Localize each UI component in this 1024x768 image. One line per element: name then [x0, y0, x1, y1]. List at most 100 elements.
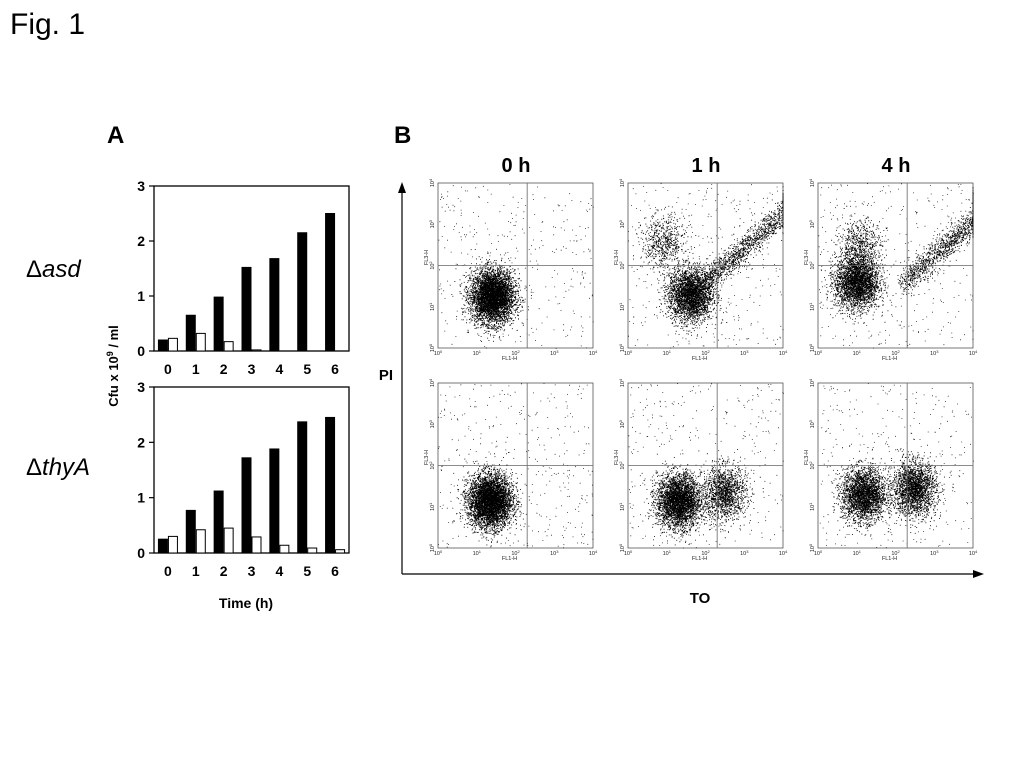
- y-tick-label: 0: [137, 343, 145, 359]
- bar-chart-thya: 0 1 2 3 0 1 2 3 4 5 6: [137, 379, 350, 579]
- x-tick-label: 0: [164, 361, 172, 377]
- bar-white: [195, 332, 206, 352]
- x-tick-label: 101: [663, 549, 672, 557]
- y-tick-label: 0: [137, 545, 145, 561]
- x-tick-label: 100: [814, 349, 823, 357]
- bar-black: [297, 232, 308, 352]
- x-tick-label: 100: [624, 549, 633, 557]
- dot-plot: 100 101 102 103 104 FL1-H 100 101 102 103 104 FL3-H: [614, 378, 788, 562]
- y-tick-label: 102: [428, 261, 436, 270]
- fl3-axis-label: FL3-H: [614, 450, 620, 465]
- cell-events: [818, 183, 974, 349]
- y-tick-label: 103: [808, 419, 816, 428]
- fl1-axis-label: FL1-H: [502, 356, 517, 362]
- y-tick-label: 103: [808, 219, 816, 228]
- x-tick-label: 102: [701, 349, 710, 357]
- bar-white: [279, 544, 290, 554]
- y-axis-label: Cfu x 109 / ml: [105, 325, 121, 407]
- x-tick-label: 100: [624, 349, 633, 357]
- bar-black: [325, 213, 336, 352]
- cell-events: [438, 184, 594, 349]
- figure-title: Fig. 1: [10, 8, 86, 41]
- x-tick-label: 104: [589, 549, 598, 557]
- y-tick-label: 101: [428, 502, 436, 511]
- y-tick-label: 1: [137, 288, 145, 304]
- fl1-axis-label: FL1-H: [692, 356, 707, 362]
- bar-white: [167, 337, 178, 352]
- bar-black: [185, 314, 196, 352]
- y-tick-label: 100: [808, 543, 816, 552]
- x-tick-label: 104: [589, 349, 598, 357]
- bar-white: [223, 341, 234, 352]
- y-tick-label: 102: [618, 461, 626, 470]
- bar-black: [185, 509, 196, 554]
- delta-symbol: Δ: [26, 256, 43, 283]
- x-tick-label: 103: [740, 549, 749, 557]
- y-tick-label: 104: [618, 178, 626, 187]
- x-tick-label: 101: [473, 549, 482, 557]
- to-axis-label: TO: [690, 590, 711, 607]
- bar-white: [307, 547, 318, 554]
- panel-a-letter: A: [107, 122, 125, 149]
- y-tick-label: 100: [808, 343, 816, 352]
- fl3-axis-label: FL3-H: [424, 450, 430, 465]
- timepoint-header: 1 h: [692, 155, 721, 177]
- bar-chart-asd: 0 1 2 3 0 1 2 3 4 5 6: [137, 178, 350, 377]
- y-tick-label: 102: [428, 461, 436, 470]
- y-tick-label: 3: [137, 379, 145, 395]
- x-tick-label: 103: [550, 549, 559, 557]
- timepoint-header: 4 h: [882, 155, 911, 177]
- x-axis-label: Time (h): [219, 595, 273, 611]
- x-tick-label: 6: [331, 361, 339, 377]
- fl1-axis-label: FL1-H: [692, 556, 707, 562]
- x-tick-label: 102: [891, 549, 900, 557]
- y-tick-label: 100: [618, 343, 626, 352]
- y-tick-label: 3: [137, 178, 145, 194]
- x-tick-label: 103: [550, 349, 559, 357]
- x-tick-label: 100: [814, 549, 823, 557]
- x-tick-label: 101: [473, 349, 482, 357]
- bar-black: [213, 490, 224, 554]
- dot-plot: 100 101 102 103 104 FL1-H 100 101 102 103 104 FL3-H: [424, 178, 598, 362]
- cell-events: [819, 383, 974, 549]
- y-tick-label: 104: [808, 178, 816, 187]
- x-tick-label: 1: [192, 361, 200, 377]
- bar-black: [269, 448, 280, 554]
- y-tick-label: 101: [808, 302, 816, 311]
- bar-white: [335, 549, 346, 554]
- y-tick-label: 2: [137, 434, 145, 450]
- x-tick-label: 100: [434, 349, 443, 357]
- y-tick-label: 101: [808, 502, 816, 511]
- x-tick-label: 101: [853, 549, 862, 557]
- y-tick-label: 2: [137, 233, 145, 249]
- y-tick-label: 104: [428, 378, 436, 387]
- fl1-axis-label: FL1-H: [502, 556, 517, 562]
- bar-black: [213, 296, 224, 352]
- x-tick-label: 104: [969, 549, 978, 557]
- fl3-axis-label: FL3-H: [424, 250, 430, 265]
- y-tick-label: 103: [428, 419, 436, 428]
- fl1-axis-label: FL1-H: [882, 556, 897, 562]
- x-tick-label: 5: [303, 563, 311, 579]
- strain-label-thya: ΔthyA: [26, 454, 90, 482]
- panel-a-bar-charts: 0 1 2 3 0 1 2 3 4 5 6 0 1 2 3 0 1 2 3 4 5 6 Cfu x 109 / ml Time…: [105, 178, 350, 611]
- x-tick-label: 102: [701, 549, 710, 557]
- x-tick-label: 2: [220, 563, 228, 579]
- x-tick-label: 2: [220, 361, 228, 377]
- bar-black: [297, 421, 308, 554]
- y-tick-label: 103: [618, 419, 626, 428]
- y-tick-label: 102: [808, 261, 816, 270]
- y-tick-label: 103: [428, 219, 436, 228]
- dot-plot: 100 101 102 103 104 FL1-H 100 101 102 103 104 FL3-H: [804, 378, 978, 562]
- fl1-axis-label: FL1-H: [882, 356, 897, 362]
- x-tick-label: 103: [930, 349, 939, 357]
- strain-name-asd: asd: [42, 256, 81, 283]
- y-tick-label: 100: [618, 543, 626, 552]
- y-tick-label: 1: [137, 490, 145, 506]
- x-tick-label: 104: [779, 549, 788, 557]
- y-tick-label: 104: [428, 178, 436, 187]
- delta-symbol: Δ: [26, 454, 43, 481]
- x-tick-label: 3: [248, 361, 256, 377]
